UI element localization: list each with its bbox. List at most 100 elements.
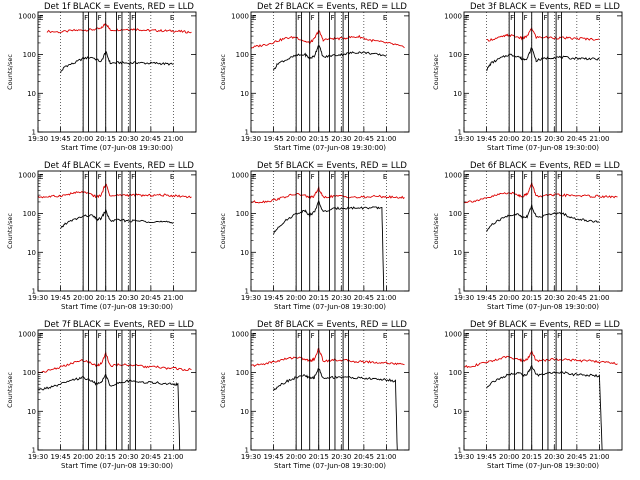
annotation-letter: F xyxy=(544,332,548,340)
x-tick-label: 19:45 xyxy=(50,294,70,302)
annotation-letter: F xyxy=(311,173,315,181)
series-line-events xyxy=(274,369,398,450)
series-line-lld xyxy=(251,348,405,366)
x-tick-label: 20:45 xyxy=(567,453,587,461)
x-tick-label: 21:00 xyxy=(163,135,183,143)
panel-det-7f: Det 7f BLACK = Events, RED = LLDF F F F EE11… xyxy=(6,320,196,470)
series-line-lld xyxy=(464,351,618,367)
series-line-lld xyxy=(47,24,192,33)
annotation-letter: F xyxy=(331,173,335,181)
annotation-letter: E xyxy=(465,332,469,340)
annotation-letter: F xyxy=(331,332,335,340)
x-tick-label: 20:15 xyxy=(96,294,116,302)
y-tick-label: 1000 xyxy=(18,12,36,20)
annotation-letter: F xyxy=(510,14,514,22)
x-tick-label: 21:00 xyxy=(163,294,183,302)
x-tick-label: 19:30 xyxy=(241,294,261,302)
series-line-lld xyxy=(38,353,192,373)
annotation-letter: E xyxy=(252,332,256,340)
y-tick-label: 100 xyxy=(449,369,462,377)
annotation-letter: F xyxy=(98,173,102,181)
x-tick-label: 20:30 xyxy=(331,453,351,461)
x-axis-label: Start Time (07-Jun-08 19:30:00) xyxy=(61,462,173,470)
y-tick-label: 100 xyxy=(236,51,249,59)
y-tick-label: 1000 xyxy=(444,171,462,179)
panel-det-9f: Det 9f BLACK = Events, RED = LLDF F F F EE11… xyxy=(432,320,622,470)
annotation-letter: E xyxy=(596,332,600,340)
x-tick-label: 20:30 xyxy=(331,294,351,302)
annotation-letter: F xyxy=(84,173,88,181)
annotation-letter: E xyxy=(383,332,387,340)
x-tick-label: 20:45 xyxy=(141,294,161,302)
annotation-letter: F xyxy=(297,173,301,181)
x-tick-label: 20:15 xyxy=(522,135,542,143)
x-tick-label: 19:45 xyxy=(50,135,70,143)
series-line-events xyxy=(274,46,387,71)
y-axis-label: Counts/sec xyxy=(432,372,440,408)
panel-title: Det 4f BLACK = Events, RED = LLD xyxy=(44,161,194,171)
series-line-events xyxy=(61,52,174,73)
x-tick-label: 20:30 xyxy=(544,294,564,302)
x-tick-label: 20:30 xyxy=(331,135,351,143)
annotation-letter: E xyxy=(252,14,256,22)
y-tick-label: 100 xyxy=(449,210,462,218)
x-tick-label: 19:30 xyxy=(241,453,261,461)
x-tick-label: 19:45 xyxy=(476,294,496,302)
detector-lightcurve-grid: Det 1f BLACK = Events, RED = LLDF F F F EE11… xyxy=(0,0,640,480)
annotation-letter: E xyxy=(170,14,174,22)
x-tick-label: 19:30 xyxy=(454,135,474,143)
series-line-lld xyxy=(487,28,600,41)
x-tick-label: 19:30 xyxy=(28,294,48,302)
y-tick-label: 1000 xyxy=(231,12,249,20)
series-line-events xyxy=(274,201,384,291)
annotation-letter: E xyxy=(39,173,43,181)
series-line-events xyxy=(487,48,600,71)
x-tick-label: 20:15 xyxy=(522,453,542,461)
annotation-letter: F xyxy=(544,14,548,22)
annotation-letter: E xyxy=(252,173,256,181)
annotation-letter: F xyxy=(510,332,514,340)
y-tick-label: 1000 xyxy=(18,171,36,179)
y-tick-label: 1000 xyxy=(444,330,462,338)
annotation-letter: F xyxy=(84,332,88,340)
annotation-letter: F xyxy=(98,14,102,22)
y-tick-label: 100 xyxy=(23,51,36,59)
annotation-letter: F xyxy=(557,173,561,181)
y-tick-label: 100 xyxy=(449,51,462,59)
x-axis-label: Start Time (07-Jun-08 19:30:00) xyxy=(274,303,386,311)
y-tick-label: 1000 xyxy=(18,330,36,338)
annotation-letter: E xyxy=(596,173,600,181)
x-tick-label: 20:00 xyxy=(499,453,519,461)
x-tick-label: 20:00 xyxy=(73,135,93,143)
y-axis-label: Counts/sec xyxy=(6,372,14,408)
y-tick-label: 1000 xyxy=(444,12,462,20)
x-tick-label: 19:30 xyxy=(454,453,474,461)
annotation-letter: F xyxy=(118,173,122,181)
annotation-letter: E xyxy=(170,173,174,181)
x-tick-label: 20:45 xyxy=(567,135,587,143)
y-tick-label: 100 xyxy=(236,210,249,218)
y-axis-label: Counts/sec xyxy=(219,54,227,90)
plot-frame xyxy=(464,12,622,132)
x-tick-label: 20:15 xyxy=(522,294,542,302)
x-tick-label: 20:00 xyxy=(73,294,93,302)
x-tick-label: 19:45 xyxy=(263,453,283,461)
x-tick-label: 21:00 xyxy=(376,453,396,461)
y-tick-label: 10 xyxy=(27,408,36,416)
x-axis-label: Start Time (07-Jun-08 19:30:00) xyxy=(61,144,173,152)
annotation-letter: E xyxy=(39,332,43,340)
x-tick-label: 21:00 xyxy=(376,294,396,302)
annotation-letter: E xyxy=(383,14,387,22)
annotation-letter: F xyxy=(331,14,335,22)
x-tick-label: 19:45 xyxy=(476,453,496,461)
series-line-lld xyxy=(38,184,192,198)
x-tick-label: 20:45 xyxy=(141,135,161,143)
x-tick-label: 20:30 xyxy=(118,294,138,302)
series-line-lld xyxy=(251,187,405,203)
x-tick-label: 20:45 xyxy=(354,294,374,302)
annotation-letter: F xyxy=(131,173,135,181)
series-line-events xyxy=(61,210,174,229)
y-tick-label: 10 xyxy=(27,90,36,98)
